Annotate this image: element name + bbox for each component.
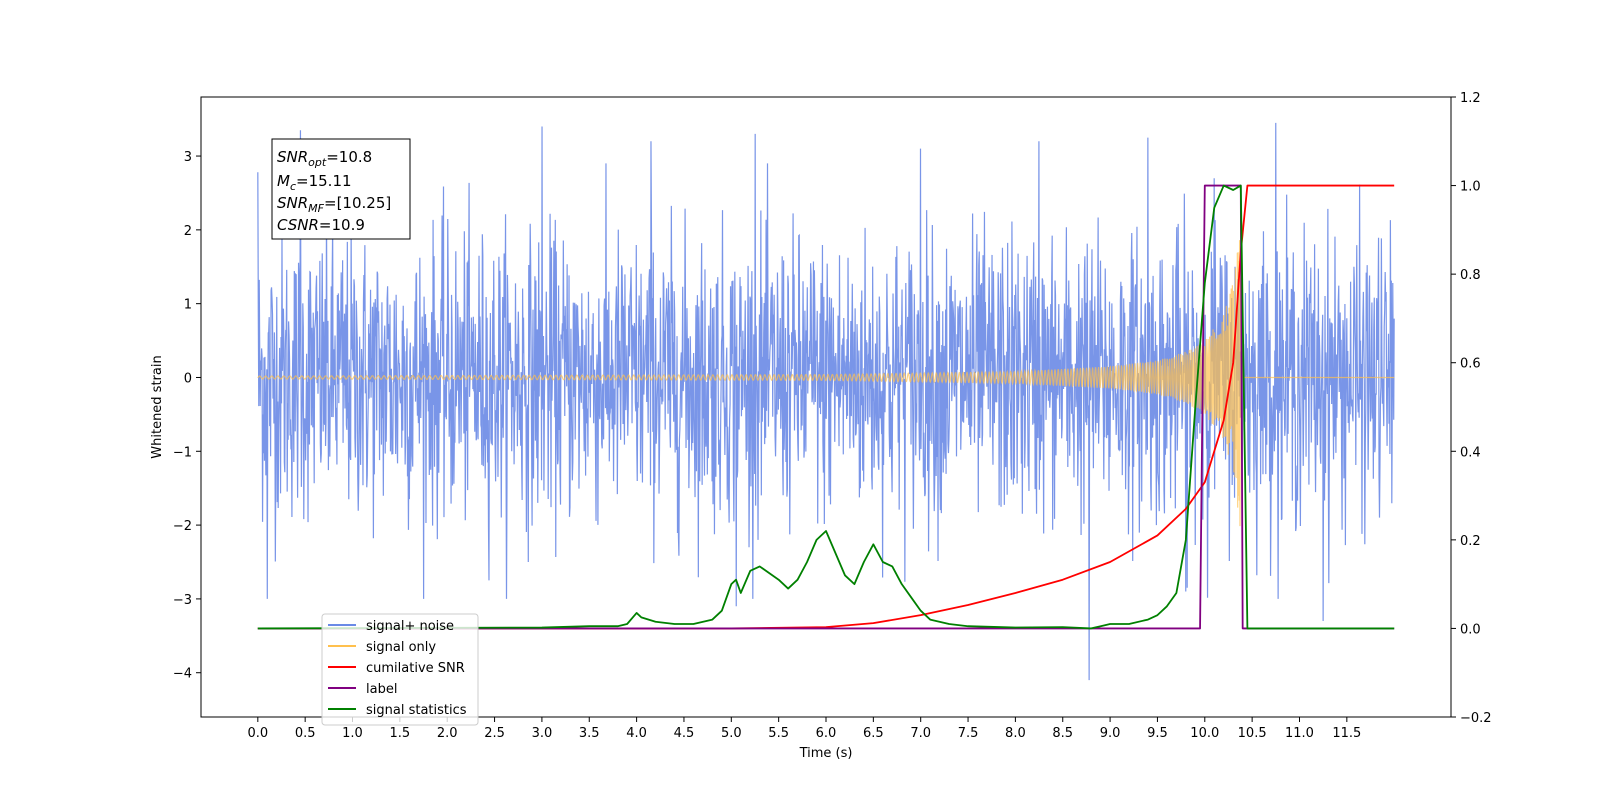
y-right-tick-label: 0.2 xyxy=(1460,534,1481,549)
x-tick-label: 1.5 xyxy=(390,726,411,741)
legend-item-cumulative-snr: cumilative SNR xyxy=(328,661,465,676)
x-tick-label: 6.0 xyxy=(816,726,837,741)
legend-item-signal-statistics: signal statistics xyxy=(328,703,467,718)
series-line xyxy=(257,184,1395,630)
x-tick-label: 4.5 xyxy=(674,726,695,741)
legend-label: signal statistics xyxy=(366,703,467,718)
x-tick-label: 9.0 xyxy=(1100,726,1121,741)
x-tick-label: 7.5 xyxy=(958,726,979,741)
y-right-tick-label: 0.8 xyxy=(1460,268,1481,283)
legend-box xyxy=(321,613,479,726)
legend-label: label xyxy=(366,682,397,697)
x-tick-label: 9.5 xyxy=(1147,726,1168,741)
annotation-line-snr-opt: SNRopt=10.8 xyxy=(277,148,372,169)
annotation-line-snr-mf: SNRMF=[10.25] xyxy=(277,194,391,215)
legend-label: signal only xyxy=(366,640,436,655)
x-tick-label: 0.0 xyxy=(247,726,268,741)
x-tick-label: 10.0 xyxy=(1190,726,1219,741)
legend-item-signal-only: signal only xyxy=(328,640,436,655)
y-right-tick-label: 1.2 xyxy=(1460,91,1481,106)
x-tick-label: 3.5 xyxy=(579,726,600,741)
x-tick-label: 2.5 xyxy=(484,726,505,741)
x-tick-label: 2.0 xyxy=(437,726,458,741)
x-axis-label: Time (s) xyxy=(799,746,853,761)
legend-label: signal+ noise xyxy=(366,619,454,634)
legend-item-label: label xyxy=(328,682,397,697)
x-tick-label: 0.5 xyxy=(295,726,316,741)
series-signal-noise xyxy=(257,122,1395,681)
legend-label: cumilative SNR xyxy=(366,661,465,676)
series-line xyxy=(257,184,1395,630)
series-signal-statistics xyxy=(257,184,1395,630)
y-right-tick-label: 1.0 xyxy=(1460,180,1481,195)
y-left-tick-label: 0 xyxy=(184,371,192,386)
x-tick-label: 3.0 xyxy=(532,726,553,741)
x-tick-label: 8.5 xyxy=(1052,726,1073,741)
x-tick-label: 7.0 xyxy=(910,726,931,741)
y-right-tick-label: 0.0 xyxy=(1460,622,1481,637)
x-tick-label: 8.0 xyxy=(1005,726,1026,741)
metrics-annotation: SNRopt=10.8 Mc=15.11 SNRMF=[10.25] CSNR=… xyxy=(271,138,411,240)
series-layer xyxy=(257,122,1395,681)
y-left-tick-label: 3 xyxy=(184,150,192,165)
x-tick-label: 4.0 xyxy=(626,726,647,741)
y-left-tick-label: 1 xyxy=(184,298,192,313)
annotation-line-mc: Mc=15.11 xyxy=(277,172,352,193)
annotation-box xyxy=(271,138,411,240)
noise-line xyxy=(257,122,1395,681)
series-signal-only xyxy=(257,240,1395,527)
y-axis-label: Whitened strain xyxy=(150,355,165,458)
y-left-tick-label: −4 xyxy=(173,667,192,682)
annotation-line-csnr: CSNR=10.9 xyxy=(277,216,365,234)
y-left-tick-label: −1 xyxy=(173,445,192,460)
y-right-tick-label: −0.2 xyxy=(1460,711,1492,726)
ticks-layer: 0.0 0.5 1.0 1.5 2.0 2.5 3.0 3.5 4.0 4.5 5.0 5.5 6.0 6… xyxy=(173,91,1492,741)
x-tick-label: 5.0 xyxy=(721,726,742,741)
x-tick-label: 11.0 xyxy=(1285,726,1314,741)
x-tick-label: 11.5 xyxy=(1332,726,1361,741)
y-right-tick-label: 0.6 xyxy=(1460,357,1481,372)
x-tick-label: 6.5 xyxy=(863,726,884,741)
legend: signal+ noise signal only cumilative SNR… xyxy=(321,613,479,726)
chirp-line xyxy=(257,240,1395,527)
legend-item-signal-noise: signal+ noise xyxy=(328,619,454,634)
y-left-tick-label: −3 xyxy=(173,593,192,608)
y-left-tick-label: −2 xyxy=(173,519,192,534)
x-tick-label: 5.5 xyxy=(768,726,789,741)
y-left-tick-label: 2 xyxy=(184,224,192,239)
x-tick-label: 10.5 xyxy=(1238,726,1267,741)
y-right-tick-label: 0.4 xyxy=(1460,445,1481,460)
series-cumilative-snr xyxy=(257,184,1395,630)
x-tick-label: 1.0 xyxy=(342,726,363,741)
